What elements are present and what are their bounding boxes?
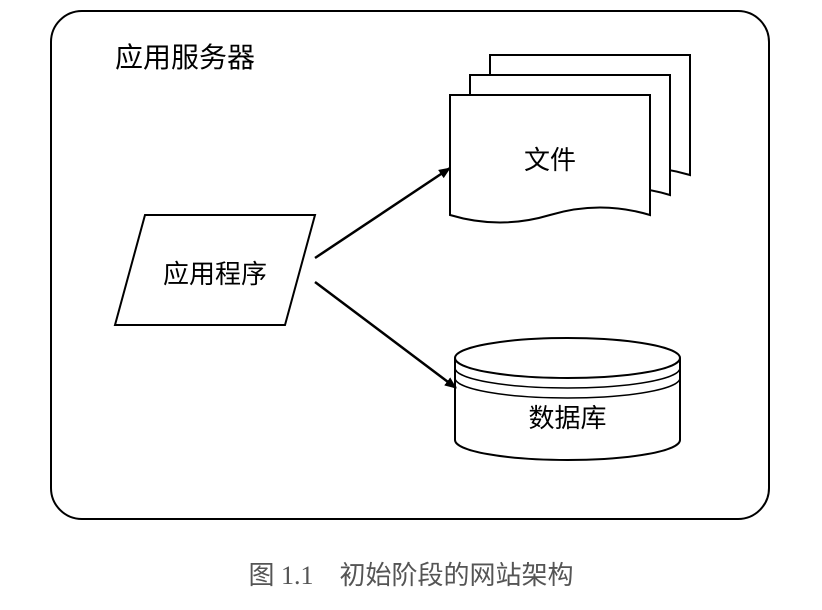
edge-app-files: [315, 168, 450, 258]
figure-caption: 图 1.1 初始阶段的网站架构: [0, 555, 822, 592]
files-label: 文件: [510, 140, 590, 177]
app-label: 应用程序: [160, 254, 270, 291]
database-top: [455, 338, 680, 378]
database-label: 数据库: [520, 398, 615, 435]
diagram-svg: [0, 0, 822, 610]
edge-app-database: [315, 282, 456, 388]
